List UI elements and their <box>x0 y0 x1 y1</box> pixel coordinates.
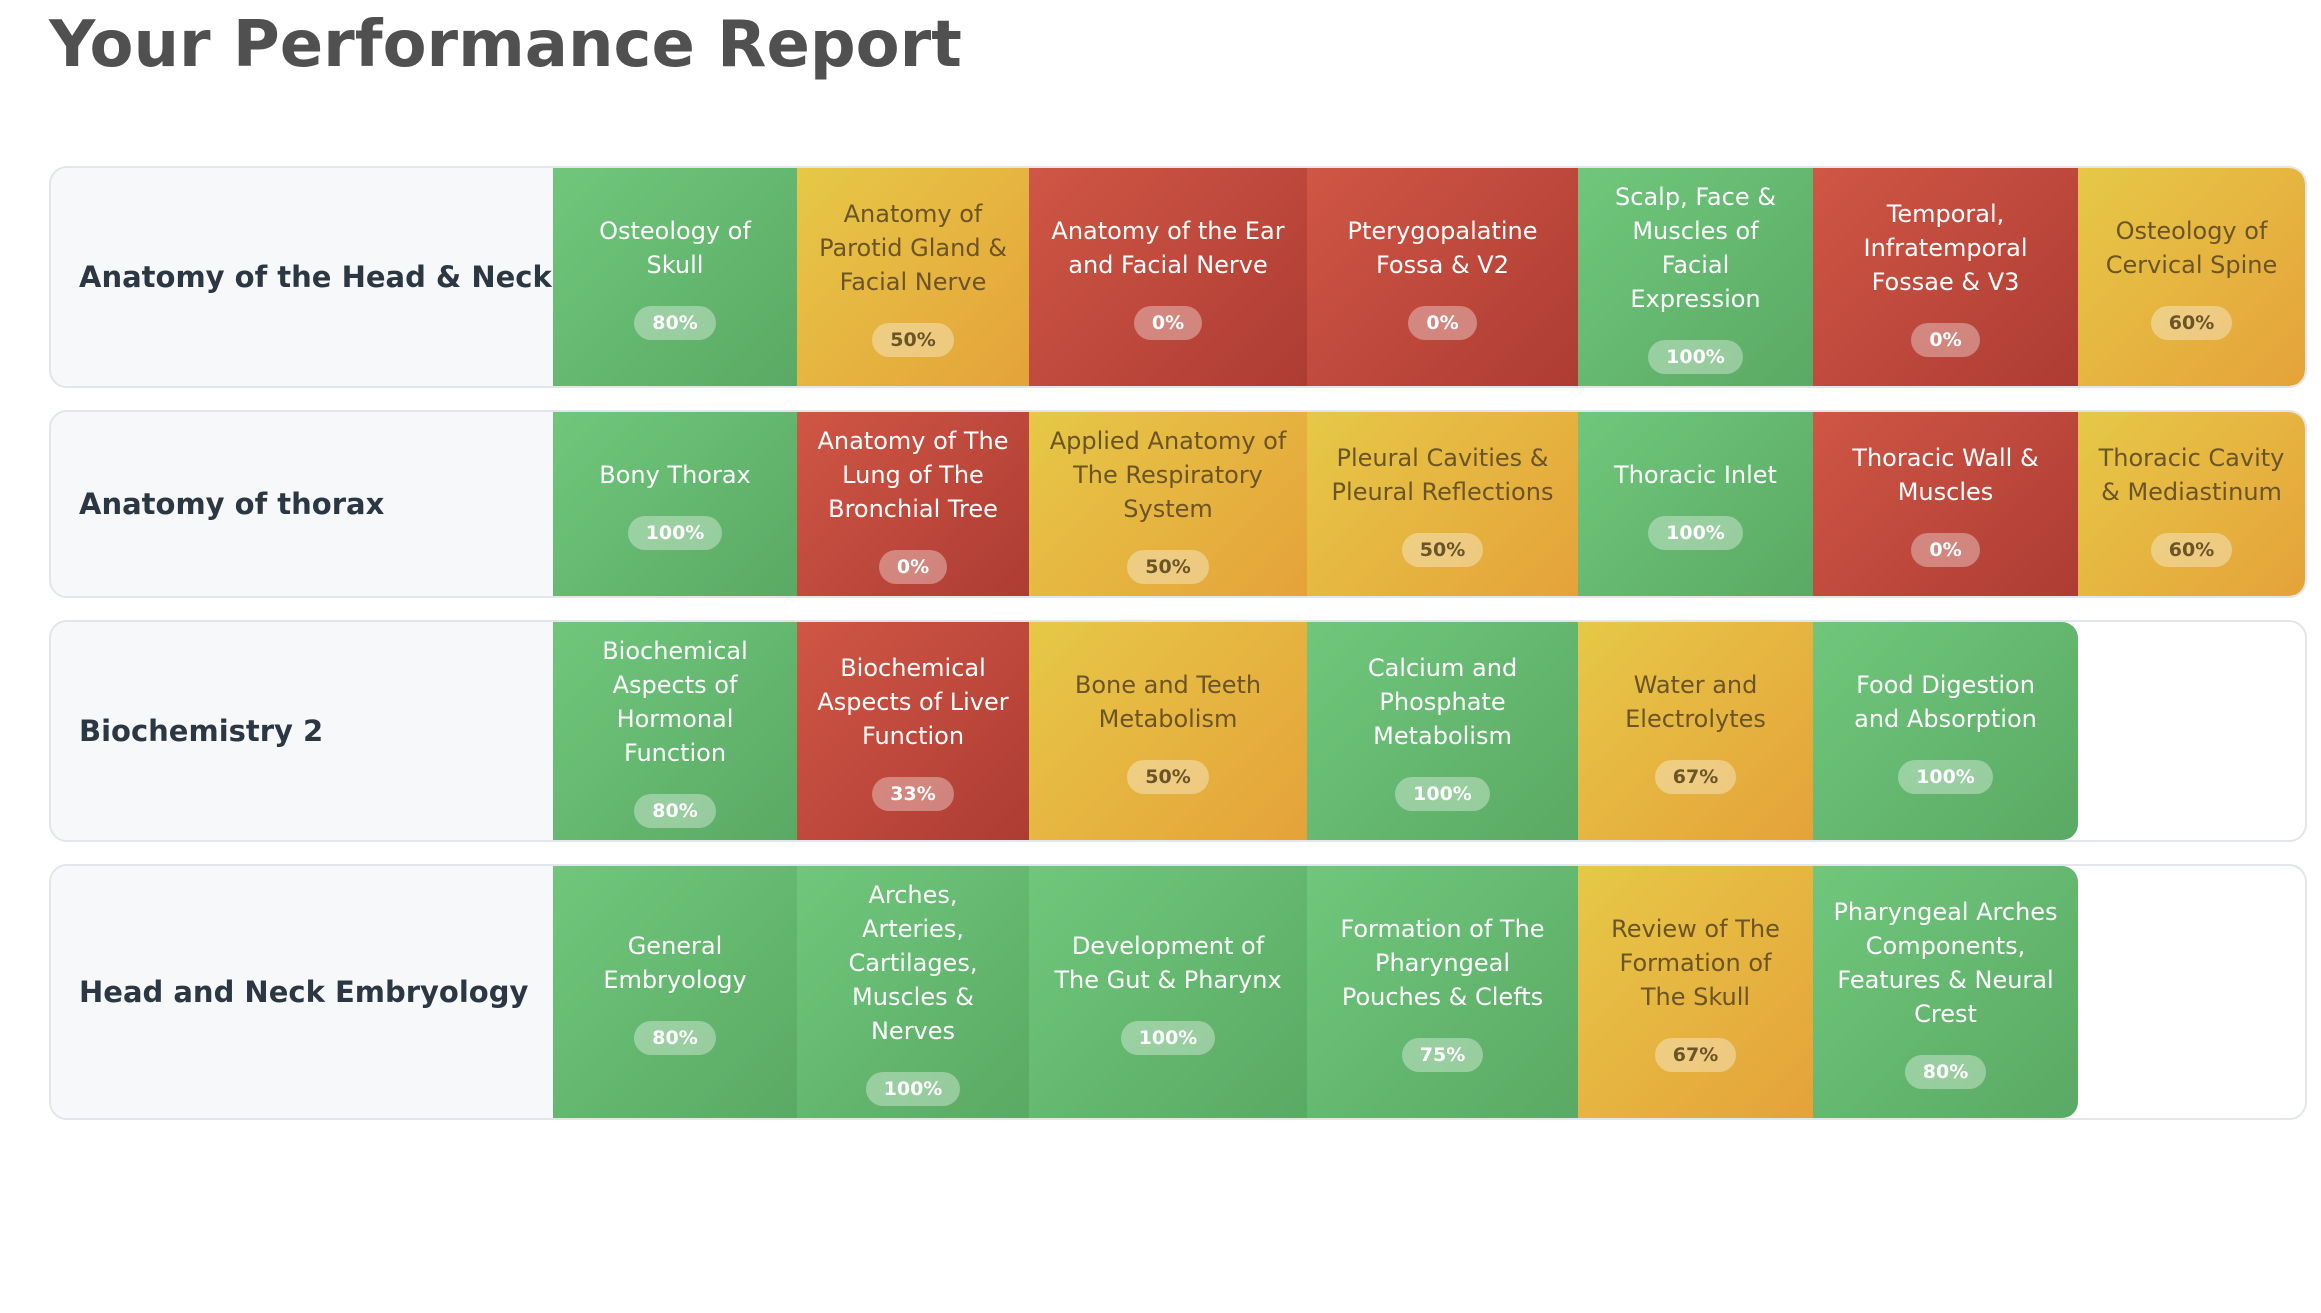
topic-cell: Scalp, Face & Muscles of Facial Expressi… <box>1578 168 1813 386</box>
topic-cell: Arches, Arteries, Cartilages, Muscles & … <box>797 866 1029 1118</box>
page-title: Your Performance Report <box>49 8 962 82</box>
score-badge: 67% <box>1654 1038 1737 1072</box>
topic-name: Water and Electrolytes <box>1625 671 1766 733</box>
score-badge: 75% <box>1401 1038 1484 1072</box>
subject-label: Anatomy of the Head & Neck <box>51 168 553 386</box>
topic-cell: Biochemical Aspects of Liver Function 33% <box>797 622 1029 840</box>
score-badge: 80% <box>634 1021 716 1055</box>
topic-cell: Thoracic Inlet 100% <box>1578 412 1813 596</box>
topic-name: Thoracic Wall & Muscles <box>1852 444 2039 506</box>
topic-cell: Anatomy of the Ear and Facial Nerve 0% <box>1029 168 1307 386</box>
topic-name: Bony Thorax <box>599 461 751 489</box>
score-badge: 50% <box>872 323 954 357</box>
score-badge: 100% <box>1648 516 1743 550</box>
topic-cell: Pterygopalatine Fossa & V2 0% <box>1307 168 1578 386</box>
topic-name: Calcium and Phosphate Metabolism <box>1367 654 1518 750</box>
topic-cell: Formation of The Pharyngeal Pouches & Cl… <box>1307 866 1578 1118</box>
score-badge: 100% <box>1395 777 1490 811</box>
topic-name: Food Digestion and Absorption <box>1854 671 2037 733</box>
topic-cell: Thoracic Cavity & Mediastinum 60% <box>2078 412 2305 596</box>
subject-row: Anatomy of thorax Bony Thorax 100% Anatomy … <box>49 410 2307 598</box>
score-badge: 100% <box>865 1072 961 1106</box>
score-badge: 80% <box>1904 1055 1987 1089</box>
score-badge: 80% <box>634 306 716 340</box>
topic-cell: Development of The Gut & Pharynx 100% <box>1029 866 1307 1118</box>
score-badge: 100% <box>1648 340 1743 374</box>
topic-name: Thoracic Inlet <box>1614 461 1777 489</box>
topic-cell: Thoracic Wall & Muscles 0% <box>1813 412 2078 596</box>
score-badge: 100% <box>1120 1021 1216 1055</box>
subject-row: Head and Neck Embryology General Embryolo… <box>49 864 2307 1120</box>
topic-cell: Biochemical Aspects of Hormonal Function… <box>553 622 797 840</box>
topic-name: Thoracic Cavity & Mediastinum <box>2098 444 2285 506</box>
topic-cell: Pharyngeal Arches Components, Features &… <box>1813 866 2078 1118</box>
report-rows: Anatomy of the Head & Neck Osteology of S… <box>49 166 2307 1142</box>
topic-cell: Anatomy of Parotid Gland & Facial Nerve 5… <box>797 168 1029 386</box>
topic-name: Applied Anatomy of The Respiratory Syste… <box>1049 427 1287 523</box>
subject-row: Biochemistry 2 Biochemical Aspects of Hor… <box>49 620 2307 842</box>
score-badge: 80% <box>634 794 716 828</box>
topic-cell: Applied Anatomy of The Respiratory Syste… <box>1029 412 1307 596</box>
score-badge: 0% <box>1133 306 1203 340</box>
subject-label: Anatomy of thorax <box>51 412 553 596</box>
score-badge: 67% <box>1654 760 1737 794</box>
topic-name: Osteology of Skull <box>599 217 751 279</box>
score-badge: 33% <box>872 777 954 811</box>
topic-name: General Embryology <box>603 932 747 994</box>
topic-name: Anatomy of Parotid Gland & Facial Nerve <box>819 200 1007 296</box>
topic-cell: Anatomy of The Lung of The Bronchial Tre… <box>797 412 1029 596</box>
topic-cell: General Embryology 80% <box>553 866 797 1118</box>
topic-name: Pterygopalatine Fossa & V2 <box>1347 217 1538 279</box>
topic-cell: Osteology of Cervical Spine 60% <box>2078 168 2305 386</box>
topic-name: Formation of The Pharyngeal Pouches & Cl… <box>1340 915 1545 1011</box>
topic-name: Arches, Arteries, Cartilages, Muscles & … <box>848 881 978 1045</box>
topic-name: Development of The Gut & Pharynx <box>1054 932 1282 994</box>
topic-name: Osteology of Cervical Spine <box>2105 217 2278 279</box>
score-badge: 50% <box>1127 760 1209 794</box>
topic-cell: Review of The Formation of The Skull 67% <box>1578 866 1813 1118</box>
score-badge: 100% <box>1898 760 1993 794</box>
topic-cell: Food Digestion and Absorption 100% <box>1813 622 2078 840</box>
topic-cell: Bone and Teeth Metabolism 50% <box>1029 622 1307 840</box>
topic-name: Temporal, Infratemporal Fossae & V3 <box>1863 200 2028 296</box>
topic-name: Anatomy of The Lung of The Bronchial Tre… <box>817 427 1009 523</box>
score-badge: 0% <box>1911 533 1980 567</box>
topic-cell: Pleural Cavities & Pleural Reflections 50… <box>1307 412 1578 596</box>
topic-name: Anatomy of the Ear and Facial Nerve <box>1051 217 1285 279</box>
topic-cell: Osteology of Skull 80% <box>553 168 797 386</box>
subject-label: Biochemistry 2 <box>51 622 553 840</box>
score-badge: 0% <box>1911 323 1980 357</box>
score-badge: 0% <box>1408 306 1477 340</box>
topic-name: Scalp, Face & Muscles of Facial Expressi… <box>1615 183 1776 313</box>
score-badge: 60% <box>2150 533 2233 567</box>
topic-name: Biochemical Aspects of Liver Function <box>817 654 1009 750</box>
topic-name: Biochemical Aspects of Hormonal Function <box>602 637 748 767</box>
topic-name: Bone and Teeth Metabolism <box>1074 671 1262 733</box>
topic-cell: Calcium and Phosphate Metabolism 100% <box>1307 622 1578 840</box>
topic-name: Pharyngeal Arches Components, Features &… <box>1833 898 2058 1028</box>
topic-cell: Water and Electrolytes 67% <box>1578 622 1813 840</box>
subject-row: Anatomy of the Head & Neck Osteology of S… <box>49 166 2307 388</box>
score-badge: 50% <box>1127 550 1209 584</box>
topic-cell: Bony Thorax 100% <box>553 412 797 596</box>
score-badge: 60% <box>2150 306 2233 340</box>
score-badge: 100% <box>627 516 723 550</box>
topic-name: Pleural Cavities & Pleural Reflections <box>1331 444 1554 506</box>
topic-cell: Temporal, Infratemporal Fossae & V3 0% <box>1813 168 2078 386</box>
subject-label: Head and Neck Embryology <box>51 866 553 1118</box>
score-badge: 50% <box>1401 533 1484 567</box>
topic-name: Review of The Formation of The Skull <box>1611 915 1780 1011</box>
score-badge: 0% <box>878 550 948 584</box>
